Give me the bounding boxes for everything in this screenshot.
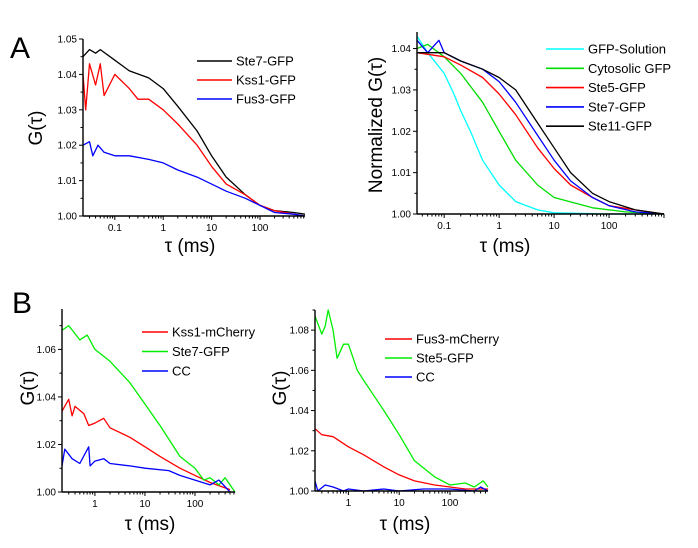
y-tick-label: 1.02 [37,440,57,451]
y-tick-label: 1.00 [37,488,57,499]
x-tick-label: 10 [139,499,151,510]
y-tick-label: 1.06 [37,345,57,356]
chart-panel-3: 1 10 100 1.00 1.02 1.04 1.06 τ (ms) G(τ) Kss1-mCh… [18,309,256,535]
y-tick-label: 1.02 [290,446,310,457]
x-tick-label: 0.1 [437,221,451,232]
series-line-ste7-gfp [61,324,236,493]
series-line-ste11-gfp [417,52,665,215]
legend-label: Kss1-GFP [236,73,296,88]
legend-label: Fus3-GFP [236,92,296,107]
y-tick-label: 1.01 [392,168,412,179]
x-axis-label: τ (ms) [480,236,531,257]
legend-label: Ste7-GFP [172,344,230,359]
series-line-cc [61,446,231,493]
y-tick-label: 1.08 [290,326,310,337]
x-tick-label: 1 [496,221,502,232]
x-tick-label: 100 [187,499,204,510]
x-tick-label: 100 [252,223,269,234]
legend-label: CC [416,370,435,385]
y-tick-label: 1.06 [290,366,310,377]
y-tick-label: 1.02 [392,127,412,138]
series-line-fus3-gfp [82,141,306,217]
x-tick-label: 10 [549,221,561,232]
y-tick-label: 1.04 [392,44,412,55]
legend: Ste7-GFP Kss1-GFP Fus3-GFP [197,54,296,107]
y-tick-label: 1.00 [392,210,412,221]
y-tick-label: 1.02 [58,141,78,152]
series-line-gfp-solution [416,35,664,215]
y-axis-label: G(τ) [270,371,291,406]
legend-label: Ste11-GFP [588,119,652,134]
y-tick-label: 1.03 [58,105,78,116]
legend: Kss1-mCherry Ste7-GFP CC [142,325,256,379]
y-axis-label: G(τ) [26,111,47,146]
legend-label: GFP-Solution [588,42,666,57]
legend-label: Cytosolic GFP [588,61,671,76]
x-tick-label: 0.1 [108,223,122,234]
chart-panel-4: 1 10 100 1.00 1.02 1.04 1.06 1.08 τ (ms) G(τ) Fus3… [270,309,500,535]
x-tick-label: 1 [346,498,352,509]
y-tick-label: 1.04 [290,406,310,417]
series-line-kss1-mcherry [61,398,231,491]
legend: Fus3-mCherry Ste5-GFP CC [385,332,500,385]
series-line-ste5-gfp [314,309,489,488]
series-line-fus3-mcherry [314,428,488,490]
x-tick-label: 10 [394,498,406,509]
y-axis-label: Normalized G(τ) [366,57,387,193]
legend-label: Ste5-GFP [416,351,474,366]
x-axis-label: τ (ms) [165,236,216,257]
panel-label-a: A [10,32,30,65]
y-tick-label: 1.01 [58,176,78,187]
x-tick-label: 100 [442,498,459,509]
y-tick-label: 1.05 [58,35,78,46]
x-tick-label: 1 [92,499,98,510]
series-line-cytosolic-gfp [416,43,665,215]
legend: GFP-Solution Cytosolic GFP Ste5-GFP Ste7-GF… [546,42,671,134]
panel-label-b: B [12,287,32,320]
legend-label: Ste5-GFP [588,80,646,95]
y-tick-label: 1.04 [37,392,57,403]
x-tick-label: 10 [206,223,218,234]
y-tick-label: 1.00 [58,212,78,223]
y-tick-label: 1.00 [290,487,310,498]
chart-panel-1: 0.1 1 10 100 1.00 1.01 1.02 1.03 1.04 1.05 τ (ms) G… [26,35,306,257]
chart-panel-2: 0.1 1 10 100 1.00 1.01 1.02 1.03 1.04 τ (ms) Norma… [366,32,671,257]
x-tick-label: 100 [601,221,618,232]
legend-label: CC [172,364,191,379]
x-tick-label: 1 [160,223,166,234]
series-line-cc [314,480,489,492]
x-axis-label: τ (ms) [125,514,176,535]
x-axis-label: τ (ms) [380,514,431,535]
y-tick-label: 1.04 [58,70,78,81]
legend-label: Ste7-GFP [236,54,294,69]
legend-label: Ste7-GFP [588,99,646,114]
legend-label: Fus3-mCherry [416,332,500,347]
legend-label: Kss1-mCherry [172,325,256,340]
series-line-ste7-gfp [416,39,665,215]
y-tick-label: 1.03 [392,85,412,96]
y-axis-label: G(τ) [18,371,39,406]
